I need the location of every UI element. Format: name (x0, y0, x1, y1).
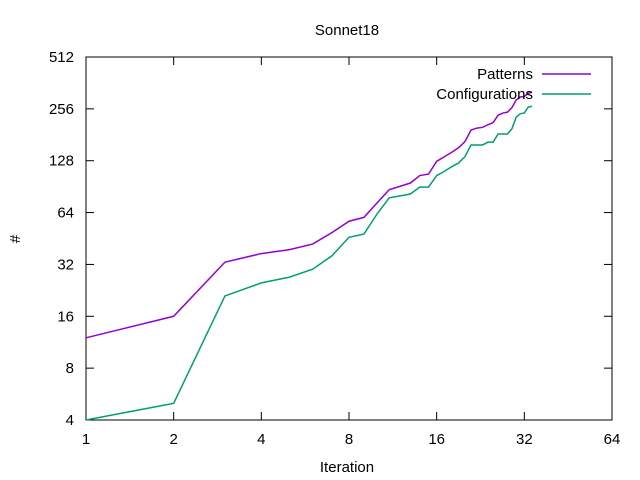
y-tick-label: 16 (57, 308, 74, 325)
legend: Patterns Configurations (436, 66, 591, 103)
x-tick-label: 2 (169, 431, 177, 448)
legend-label-configurations: Configurations (436, 86, 533, 103)
x-axis-ticks: 1 2 4 8 16 32 64 (82, 57, 621, 448)
x-axis-label: Iteration (320, 459, 374, 476)
x-tick-label: 32 (516, 431, 533, 448)
y-tick-label: 256 (49, 101, 74, 118)
x-tick-label: 4 (257, 431, 265, 448)
y-tick-label: 32 (57, 256, 74, 273)
y-axis-ticks: 4 8 16 32 64 128 256 512 (49, 49, 612, 429)
y-tick-label: 4 (66, 412, 74, 429)
y-axis-label: # (7, 234, 24, 243)
x-tick-label: 64 (604, 431, 621, 448)
series-line-configurations (85, 105, 533, 421)
x-tick-label: 8 (345, 431, 353, 448)
series-line-patterns (85, 91, 533, 339)
y-tick-label: 8 (66, 360, 74, 377)
x-tick-label: 1 (82, 431, 90, 448)
plot-border (85, 56, 613, 421)
series-lines (85, 91, 533, 421)
y-tick-label: 128 (49, 153, 74, 170)
legend-label-patterns: Patterns (477, 66, 533, 83)
x-tick-label: 16 (428, 431, 445, 448)
y-tick-label: 512 (49, 49, 74, 66)
y-tick-label: 64 (57, 205, 74, 222)
chart-title: Sonnet18 (315, 22, 379, 39)
